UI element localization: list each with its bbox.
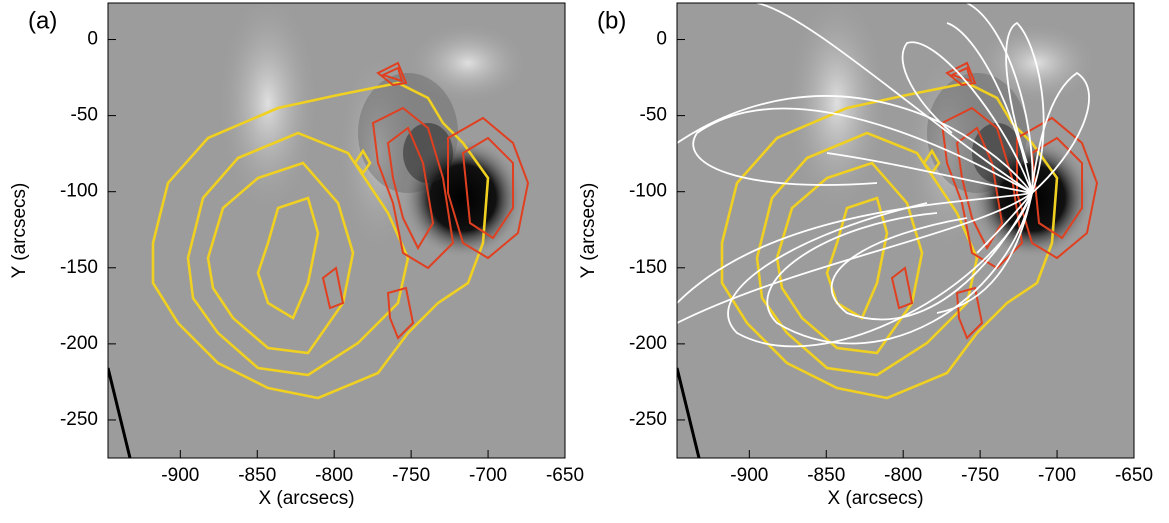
x-tick-label: -700 bbox=[469, 465, 507, 486]
y-tick-label: -50 bbox=[640, 105, 667, 126]
panel-label: (a) bbox=[28, 7, 57, 34]
x-axis-label: X (arcsecs) bbox=[258, 488, 354, 509]
x-tick-label: -850 bbox=[807, 465, 845, 486]
y-tick-label: -150 bbox=[60, 257, 98, 278]
x-tick-label: -750 bbox=[961, 465, 999, 486]
plot-area bbox=[677, 0, 1134, 458]
x-tick-label: -750 bbox=[392, 465, 430, 486]
y-tick-label: -50 bbox=[71, 105, 98, 126]
y-tick-label: -100 bbox=[60, 181, 98, 202]
panel-label: (b) bbox=[597, 7, 626, 34]
y-tick-label: -200 bbox=[60, 333, 98, 354]
plot-area bbox=[108, 0, 565, 458]
y-tick-label: -250 bbox=[629, 409, 667, 430]
y-tick-label: 0 bbox=[656, 29, 667, 50]
y-axis-label: Y (arcsecs) bbox=[578, 183, 599, 279]
x-tick-label: -800 bbox=[884, 465, 922, 486]
y-tick-label: -250 bbox=[60, 409, 98, 430]
y-axis-label: Y (arcsecs) bbox=[9, 183, 30, 279]
x-tick-label: -650 bbox=[546, 465, 584, 486]
x-tick-label: -650 bbox=[1115, 465, 1153, 486]
x-tick-label: -850 bbox=[238, 465, 276, 486]
x-tick-label: -700 bbox=[1038, 465, 1076, 486]
y-tick-label: -100 bbox=[629, 181, 667, 202]
y-tick-label: -200 bbox=[629, 333, 667, 354]
y-tick-label: -150 bbox=[629, 257, 667, 278]
x-tick-label: -800 bbox=[315, 465, 353, 486]
figure: -900 -850 -800 -750 -700 -650 0 -50 -100 -150 -200… bbox=[0, 0, 1169, 518]
y-tick-label: 0 bbox=[87, 29, 98, 50]
x-tick-label: -900 bbox=[161, 465, 199, 486]
x-tick-label: -900 bbox=[730, 465, 768, 486]
x-axis-label: X (arcsecs) bbox=[827, 488, 923, 509]
